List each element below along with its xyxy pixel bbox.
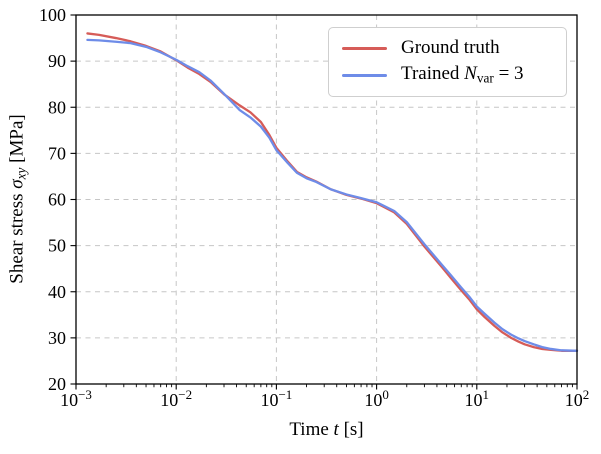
y-tick-label: 30: [48, 328, 66, 348]
legend: Ground truth Trained Nvar = 3: [328, 27, 567, 97]
legend-label-trained-pre: Trained: [401, 63, 465, 85]
x-tick-label: 10−2: [160, 387, 192, 410]
legend-row-ground-truth: Ground truth: [342, 37, 566, 59]
x-axis-label: Time t [s]: [76, 419, 577, 441]
y-tick-label: 100: [39, 5, 66, 25]
legend-label-ground-truth: Ground truth: [401, 37, 500, 59]
legend-label-trained-post: = 3: [493, 63, 524, 85]
y-tick-label: 60: [48, 190, 66, 210]
y-tick-label: 70: [48, 143, 66, 163]
time-symbol: t: [333, 419, 339, 440]
legend-line-trained-icon: [342, 73, 387, 77]
x-tick-label: 102: [565, 387, 590, 410]
legend-line-ground-truth-icon: [342, 46, 387, 50]
y-tick-label: 50: [48, 236, 66, 256]
y-axis-label-text: Shear stress: [6, 188, 28, 284]
y-tick-label: 90: [48, 51, 66, 71]
sigma-subscript: xy: [13, 167, 29, 180]
nvar-subscript: var: [476, 70, 494, 86]
legend-row-trained: Trained Nvar = 3: [342, 63, 566, 86]
x-tick-label: 101: [465, 387, 490, 410]
y-tick-label: 20: [48, 374, 66, 394]
y-tick-label: 80: [48, 97, 66, 117]
x-axis-unit: [s]: [338, 419, 364, 440]
x-tick-label: 10−3: [60, 387, 92, 410]
x-axis-label-text: Time: [289, 419, 334, 440]
series-line-trained: [86, 38, 579, 352]
x-tick-label: 10−1: [260, 387, 292, 410]
sigma-symbol: σ: [6, 179, 28, 189]
y-tick-label: 40: [48, 282, 66, 302]
y-axis-label: Shear stress σxy [MPa]: [6, 114, 29, 283]
y-axis-unit: [MPa]: [6, 114, 28, 168]
nvar-symbol: N: [464, 63, 477, 85]
x-tick-label: 100: [364, 387, 389, 410]
legend-label-trained: Trained Nvar = 3: [401, 63, 524, 86]
